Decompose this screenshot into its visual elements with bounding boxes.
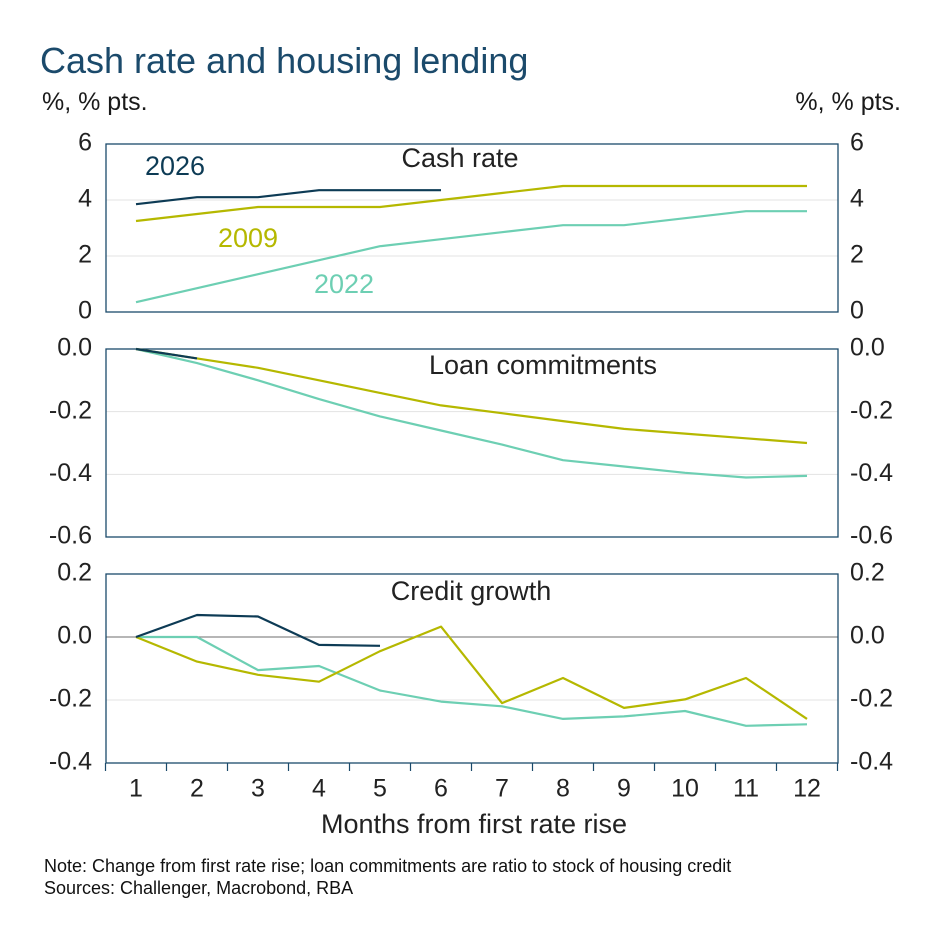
x-tick-label: 8 [556,775,570,803]
x-tick-label: 1 [129,775,143,803]
y-tick-left: -0.2 [49,685,92,713]
panel-title: Loan commitments [429,350,657,380]
y-tick-right: 4 [850,185,864,213]
x-axis-label: Months from first rate rise [321,809,627,839]
y-tick-right: -0.4 [850,459,893,487]
series-label-2022: 2022 [314,269,374,299]
x-tick-label: 7 [495,775,509,803]
y-tick-right: 0.2 [850,559,885,587]
x-tick-label: 3 [251,775,265,803]
y-tick-right: 0 [850,297,864,325]
y-tick-left: 2 [78,241,92,269]
left-axis-units: %, % pts. [42,88,148,116]
panel-title: Cash rate [401,143,518,173]
y-tick-left: 0.2 [57,559,92,587]
series-line-2026 [135,613,381,647]
series-label-2009: 2009 [218,223,278,253]
y-tick-left: -0.2 [49,396,92,424]
series-line-2022 [136,635,808,727]
x-tick-label: 9 [617,775,631,803]
x-tick-label: 4 [312,775,326,803]
panel-frame [105,143,839,313]
y-tick-left: -0.6 [49,522,92,550]
series-line-2009 [135,184,807,223]
y-tick-left: -0.4 [49,748,92,776]
chart-title: Cash rate and housing lending [40,40,529,81]
y-tick-right: 0.0 [850,334,885,362]
series-line-2009 [135,347,808,445]
note-line: Note: Change from first rate rise; loan … [44,856,732,876]
right-axis-units: %, % pts. [795,88,901,116]
y-tick-left: 0 [78,297,92,325]
series-line-2009 [135,625,808,720]
x-tick-label: 12 [793,775,821,803]
panel-title: Credit growth [391,576,552,606]
chart-notes: Note: Change from first rate rise; loan … [44,855,731,899]
sources-line: Sources: Challenger, Macrobond, RBA [44,878,354,898]
y-tick-left: 0.0 [57,622,92,650]
series-line-2026 [135,189,441,206]
y-tick-left: 4 [78,185,92,213]
y-tick-right: 6 [850,129,864,157]
series-line-2026 [135,347,198,360]
x-tick-label: 11 [733,775,759,803]
x-tick-label: 2 [190,775,204,803]
y-tick-left: 0.0 [57,334,92,362]
y-tick-right: -0.2 [850,396,893,424]
y-tick-right: -0.2 [850,685,893,713]
y-tick-right: 0.0 [850,622,885,650]
y-tick-right: -0.4 [850,748,893,776]
series-line-2022 [135,210,807,304]
x-tick-label: 10 [671,775,699,803]
y-tick-right: -0.6 [850,522,893,550]
series-label-2026: 2026 [145,151,205,181]
x-tick-label: 6 [434,775,448,803]
y-tick-left: -0.4 [49,459,92,487]
y-tick-left: 6 [78,129,92,157]
panel-frame [105,348,839,538]
series-line-2022 [135,347,808,479]
y-tick-right: 2 [850,241,864,269]
x-tick-label: 5 [373,775,387,803]
